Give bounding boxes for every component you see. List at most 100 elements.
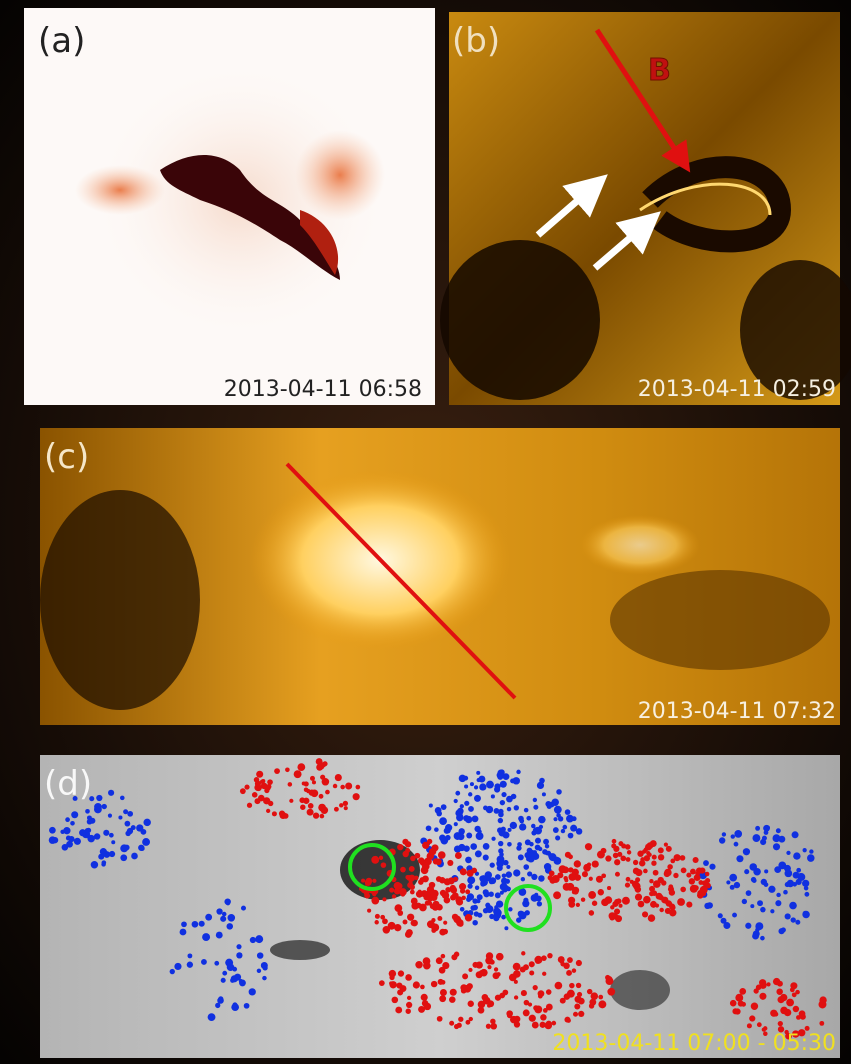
contour-dot (793, 872, 800, 879)
contour-dot (216, 932, 223, 939)
contour-dot (802, 911, 809, 918)
contour-dot (320, 775, 325, 780)
contour-dot (226, 901, 230, 905)
contour-dot (630, 880, 634, 884)
contour-dot (753, 868, 761, 876)
contour-dot (770, 909, 774, 913)
contour-dot (649, 891, 654, 896)
contour-dot (405, 931, 412, 938)
contour-dot (519, 823, 526, 830)
contour-dot (227, 963, 235, 971)
contour-dot (379, 856, 383, 860)
contour-dot (709, 864, 715, 870)
contour-dot (409, 884, 415, 890)
contour-dot (500, 883, 508, 891)
contour-dot (257, 969, 261, 973)
contour-dot (503, 773, 510, 780)
timestamp: 2013-04-11 07:00 - 05:30 (552, 1031, 836, 1056)
contour-dot (778, 928, 784, 934)
contour-dot (747, 1023, 752, 1028)
contour-dot (201, 959, 207, 965)
contour-dot (742, 899, 747, 904)
contour-dot (673, 873, 678, 878)
contour-dot (423, 895, 429, 901)
contour-dot (534, 1005, 542, 1013)
contour-dot (589, 910, 595, 916)
contour-dot (638, 901, 645, 908)
contour-dot (451, 954, 457, 960)
contour-dot (525, 910, 530, 915)
contour-dot (518, 854, 524, 860)
contour-dot (734, 882, 740, 888)
contour-dot (174, 963, 181, 970)
contour-dot (490, 1019, 495, 1024)
contour-dot (394, 924, 401, 931)
contour-dot (263, 797, 270, 804)
contour-dot (493, 915, 499, 921)
contour-dot (319, 794, 324, 799)
contour-dot (521, 990, 527, 996)
contour-dot (208, 1013, 216, 1021)
contour-dot (280, 812, 287, 819)
contour-dot (568, 873, 576, 881)
contour-dot (759, 993, 766, 1000)
figure: (a) 2013-04-11 06:58 B (b) 2013-04-11 02… (0, 0, 851, 1064)
contour-dot (127, 828, 133, 834)
dark-region (440, 240, 600, 400)
contour-dot (102, 804, 107, 809)
contour-dot (499, 852, 504, 857)
contour-dot (477, 829, 481, 833)
contour-dot (486, 781, 494, 789)
contour-dot (361, 879, 365, 883)
contour-dot (538, 990, 545, 997)
contour-dot (120, 796, 125, 801)
contour-dot (621, 844, 626, 849)
contour-dot (458, 921, 464, 927)
contour-dot (540, 1022, 546, 1028)
contour-dot (533, 985, 538, 990)
contour-dot (540, 1014, 546, 1020)
contour-dot (556, 813, 561, 818)
contour-dot (431, 844, 438, 851)
contour-dot (479, 783, 486, 790)
contour-dot (94, 833, 100, 839)
contour-dot (192, 921, 199, 928)
contour-dot (416, 891, 423, 898)
contour-dot (561, 829, 565, 833)
contour-dot (807, 854, 815, 862)
contour-dot (633, 868, 640, 875)
contour-dot (450, 989, 457, 996)
contour-dot (730, 1000, 737, 1007)
contour-dot (705, 878, 710, 883)
contour-dot (569, 983, 575, 989)
contour-dot (658, 847, 664, 853)
contour-dot (486, 806, 493, 813)
contour-dot (790, 982, 797, 989)
contour-dot (442, 892, 449, 899)
contour-dot (643, 869, 648, 874)
contour-dot (523, 898, 528, 903)
contour-dot (576, 903, 580, 907)
flare-region (580, 515, 700, 575)
contour-dot (420, 985, 425, 990)
contour-dot (111, 840, 115, 844)
contour-dot (507, 828, 511, 832)
contour-dot (566, 970, 572, 976)
contour-dot (495, 892, 501, 898)
contour-dot (666, 846, 672, 852)
contour-dot (49, 827, 56, 834)
contour-dot (436, 957, 443, 964)
contour-dot (440, 989, 447, 996)
contour-dot (552, 875, 560, 883)
contour-dot (262, 976, 267, 981)
contour-dot (71, 811, 78, 818)
contour-dot (436, 876, 442, 882)
contour-dot (383, 926, 391, 934)
contour-dot (413, 981, 420, 988)
panel-b: B (b) 2013-04-11 02:59 (440, 12, 851, 405)
contour-dot (554, 857, 562, 865)
contour-dot (760, 907, 765, 912)
contour-dot (783, 890, 788, 895)
contour-dot (431, 928, 436, 933)
contour-dot (478, 776, 485, 783)
